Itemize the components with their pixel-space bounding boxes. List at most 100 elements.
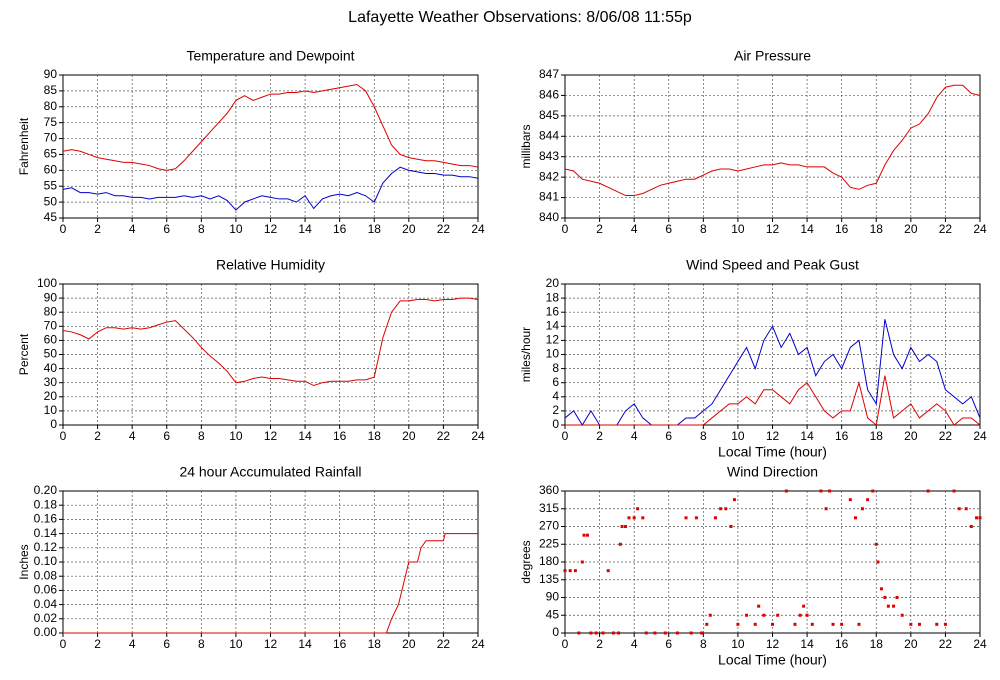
data-point: [793, 622, 797, 626]
data-point: [573, 569, 577, 573]
data-point: [577, 631, 581, 635]
data-point: [886, 604, 890, 608]
y-tick-label: 45: [44, 210, 58, 224]
y-tick-label: 10: [44, 403, 58, 417]
x-tick-label: 0: [60, 429, 67, 443]
x-tick-label: 14: [298, 222, 312, 236]
data-point: [708, 613, 712, 617]
x-tick-label: 0: [562, 429, 569, 443]
data-point: [943, 622, 947, 626]
y-tick-label: 10: [546, 347, 560, 361]
x-tick-label: 10: [731, 637, 745, 651]
y-tick-label: 0.14: [34, 526, 58, 540]
y-tick-label: 80: [44, 304, 58, 318]
data-line: [564, 319, 981, 426]
y-tick-label: 70: [44, 318, 58, 332]
data-point: [840, 622, 844, 626]
data-point: [802, 604, 806, 608]
data-line: [62, 297, 479, 387]
x-axis-label: Local Time (hour): [718, 444, 827, 460]
y-tick-label: 0.02: [34, 611, 58, 625]
data-point: [732, 498, 736, 502]
data-point: [594, 631, 598, 635]
x-tick-label: 24: [471, 637, 485, 651]
y-tick-label: 12: [546, 333, 560, 347]
data-point: [784, 489, 788, 493]
x-tick-label: 8: [198, 429, 205, 443]
data-point: [857, 622, 861, 626]
data-point: [713, 516, 717, 520]
x-tick-label: 4: [129, 429, 136, 443]
y-tick-label: 0.10: [34, 554, 58, 568]
data-point: [641, 516, 645, 520]
y-tick-label: 847: [539, 67, 559, 81]
x-tick-label: 20: [402, 222, 416, 236]
y-tick-label: 75: [44, 115, 58, 129]
data-point: [926, 489, 930, 493]
x-tick-label: 10: [229, 429, 243, 443]
x-tick-label: 14: [800, 429, 814, 443]
x-tick-label: 18: [368, 637, 382, 651]
y-tick-label: 30: [44, 375, 58, 389]
x-tick-label: 22: [939, 429, 953, 443]
chart-title: 24 hour Accumulated Rainfall: [179, 464, 361, 480]
data-point: [909, 622, 913, 626]
y-tick-label: 50: [44, 194, 58, 208]
data-point: [684, 516, 688, 520]
data-point: [978, 516, 982, 520]
data-line: [62, 83, 479, 171]
y-tick-label: 0.08: [34, 568, 58, 582]
data-point: [975, 516, 979, 520]
data-point: [663, 631, 667, 635]
x-tick-label: 2: [94, 222, 101, 236]
x-tick-label: 20: [904, 429, 918, 443]
x-tick-label: 4: [631, 222, 638, 236]
x-tick-label: 16: [333, 222, 347, 236]
data-point: [892, 604, 896, 608]
data-point: [636, 507, 640, 511]
y-axis-label: Fahrenheit: [17, 117, 31, 175]
data-point: [729, 525, 733, 528]
x-tick-label: 16: [835, 637, 849, 651]
data-point: [689, 631, 693, 635]
y-tick-label: 0.20: [34, 483, 58, 497]
x-tick-label: 0: [60, 637, 67, 651]
y-tick-label: 90: [44, 290, 58, 304]
x-tick-label: 22: [939, 637, 953, 651]
data-point: [601, 631, 605, 635]
data-point: [762, 613, 766, 617]
data-point: [900, 613, 904, 617]
y-tick-label: 0.18: [34, 497, 58, 511]
data-point: [798, 613, 802, 617]
x-tick-label: 18: [368, 429, 382, 443]
y-tick-label: 60: [44, 333, 58, 347]
data-point: [848, 498, 852, 502]
data-point: [632, 516, 636, 520]
y-axis-label: miles/hour: [519, 327, 533, 382]
y-tick-label: 135: [539, 572, 559, 586]
plot-frame: [564, 74, 981, 219]
data-point: [745, 613, 749, 617]
x-tick-label: 6: [665, 222, 672, 236]
data-point: [675, 631, 679, 635]
y-tick-label: 6: [552, 375, 559, 389]
y-tick-label: 846: [539, 88, 559, 102]
y-tick-label: 2: [552, 403, 559, 417]
x-tick-label: 14: [800, 222, 814, 236]
x-tick-label: 4: [631, 429, 638, 443]
data-point: [771, 622, 774, 626]
y-tick-label: 270: [539, 519, 559, 533]
data-point: [860, 507, 864, 511]
data-point: [694, 516, 698, 520]
x-tick-label: 4: [129, 637, 136, 651]
chart-title: Relative Humidity: [216, 257, 325, 273]
y-tick-label: 841: [539, 190, 559, 204]
x-tick-label: 6: [665, 637, 672, 651]
data-point: [705, 622, 709, 626]
x-tick-label: 24: [471, 222, 485, 236]
data-point: [917, 622, 921, 626]
chart-title: Temperature and Dewpoint: [186, 48, 354, 64]
data-point: [964, 507, 968, 511]
y-tick-label: 60: [44, 163, 58, 177]
